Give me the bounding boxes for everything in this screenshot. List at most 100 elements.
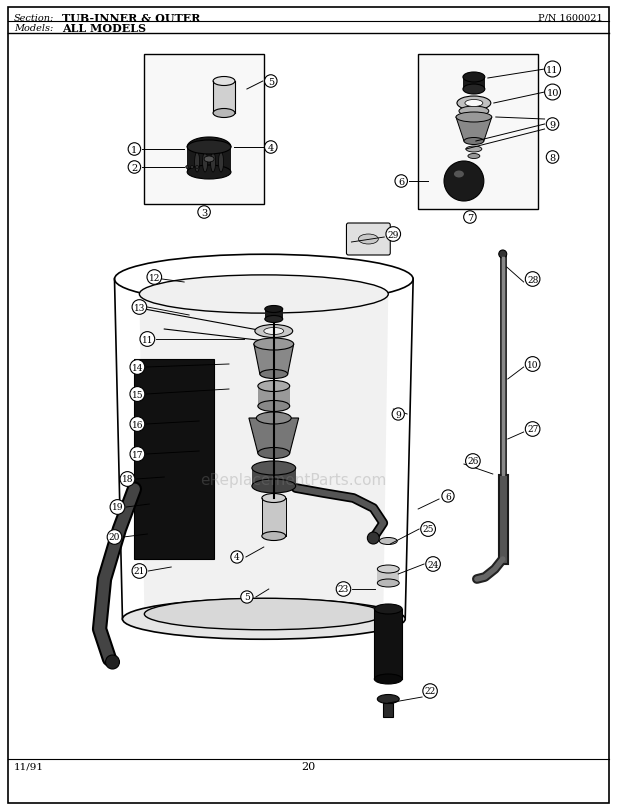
- Bar: [463, 78, 485, 90]
- Text: 12: 12: [149, 273, 160, 282]
- Ellipse shape: [258, 448, 290, 459]
- Text: 20: 20: [108, 533, 120, 542]
- Ellipse shape: [213, 109, 235, 118]
- Ellipse shape: [265, 316, 283, 323]
- Bar: [187, 148, 231, 173]
- Text: 6: 6: [445, 492, 451, 501]
- Text: 11: 11: [141, 335, 153, 344]
- Ellipse shape: [187, 141, 231, 155]
- Text: eReplacementParts.com: eReplacementParts.com: [200, 472, 387, 487]
- Text: 13: 13: [134, 303, 145, 312]
- Ellipse shape: [254, 338, 294, 350]
- Ellipse shape: [204, 157, 214, 163]
- Text: 27: 27: [527, 425, 538, 434]
- Ellipse shape: [468, 154, 480, 159]
- Ellipse shape: [203, 152, 208, 173]
- Bar: [213, 82, 235, 114]
- Polygon shape: [140, 294, 388, 614]
- Circle shape: [498, 251, 507, 259]
- Bar: [252, 469, 296, 487]
- Ellipse shape: [255, 325, 293, 338]
- Circle shape: [191, 166, 193, 169]
- Text: 10: 10: [527, 360, 538, 369]
- Ellipse shape: [211, 152, 216, 173]
- Text: 6: 6: [398, 178, 404, 187]
- Bar: [265, 310, 283, 320]
- Text: 23: 23: [338, 585, 349, 594]
- Polygon shape: [249, 418, 299, 453]
- Text: 19: 19: [112, 503, 123, 512]
- Ellipse shape: [195, 152, 200, 173]
- Text: 9: 9: [549, 120, 556, 129]
- Ellipse shape: [457, 97, 491, 111]
- Ellipse shape: [374, 674, 402, 684]
- Circle shape: [185, 166, 188, 169]
- Ellipse shape: [262, 494, 286, 503]
- Text: 7: 7: [467, 213, 473, 222]
- Ellipse shape: [258, 401, 290, 412]
- Ellipse shape: [123, 599, 405, 639]
- Text: 22: 22: [425, 687, 436, 696]
- Text: 11/91: 11/91: [14, 762, 44, 771]
- Ellipse shape: [264, 328, 284, 335]
- Ellipse shape: [454, 171, 464, 178]
- Text: 9: 9: [396, 410, 401, 419]
- Text: 29: 29: [388, 230, 399, 239]
- Ellipse shape: [378, 579, 399, 587]
- Ellipse shape: [258, 381, 290, 392]
- Text: 11: 11: [546, 66, 559, 75]
- Text: 16: 16: [131, 420, 143, 429]
- FancyBboxPatch shape: [347, 224, 390, 255]
- Bar: [418, 55, 538, 210]
- Ellipse shape: [459, 107, 489, 117]
- Ellipse shape: [466, 147, 482, 152]
- Polygon shape: [254, 345, 294, 375]
- Ellipse shape: [144, 599, 383, 630]
- Text: 5: 5: [244, 593, 250, 602]
- Bar: [258, 387, 290, 406]
- Ellipse shape: [463, 85, 485, 95]
- Bar: [374, 609, 402, 679]
- Ellipse shape: [378, 695, 399, 704]
- Text: 15: 15: [131, 390, 143, 399]
- Ellipse shape: [358, 234, 378, 245]
- Text: 26: 26: [467, 457, 479, 466]
- Text: 5: 5: [268, 77, 274, 87]
- Text: 21: 21: [134, 567, 145, 576]
- Ellipse shape: [218, 152, 223, 173]
- Ellipse shape: [463, 73, 485, 83]
- Text: 2: 2: [131, 163, 138, 172]
- Ellipse shape: [256, 413, 291, 424]
- Bar: [378, 569, 399, 583]
- Ellipse shape: [265, 306, 283, 313]
- Ellipse shape: [252, 479, 296, 493]
- Circle shape: [105, 655, 120, 669]
- Text: 4: 4: [268, 144, 274, 152]
- Ellipse shape: [465, 101, 483, 107]
- Ellipse shape: [456, 113, 492, 122]
- Ellipse shape: [213, 77, 235, 87]
- Text: TUB-INNER & OUTER: TUB-INNER & OUTER: [62, 12, 200, 24]
- Text: 1: 1: [131, 145, 138, 154]
- Bar: [262, 499, 286, 536]
- Text: 18: 18: [122, 475, 133, 484]
- Bar: [135, 359, 214, 560]
- Bar: [144, 55, 264, 204]
- Text: 14: 14: [131, 363, 143, 372]
- Text: 24: 24: [427, 560, 439, 569]
- Text: P/N 1600021: P/N 1600021: [538, 14, 603, 23]
- Circle shape: [444, 162, 484, 202]
- Polygon shape: [456, 118, 492, 142]
- Ellipse shape: [464, 139, 484, 145]
- Ellipse shape: [187, 165, 231, 180]
- Text: 28: 28: [527, 275, 538, 284]
- Circle shape: [196, 166, 198, 169]
- Ellipse shape: [374, 604, 402, 614]
- Ellipse shape: [378, 565, 399, 573]
- Text: 3: 3: [201, 208, 207, 217]
- Text: 17: 17: [131, 450, 143, 459]
- Ellipse shape: [140, 276, 388, 314]
- Text: Section:: Section:: [14, 14, 54, 23]
- Text: 4: 4: [234, 553, 240, 562]
- Bar: [383, 703, 393, 717]
